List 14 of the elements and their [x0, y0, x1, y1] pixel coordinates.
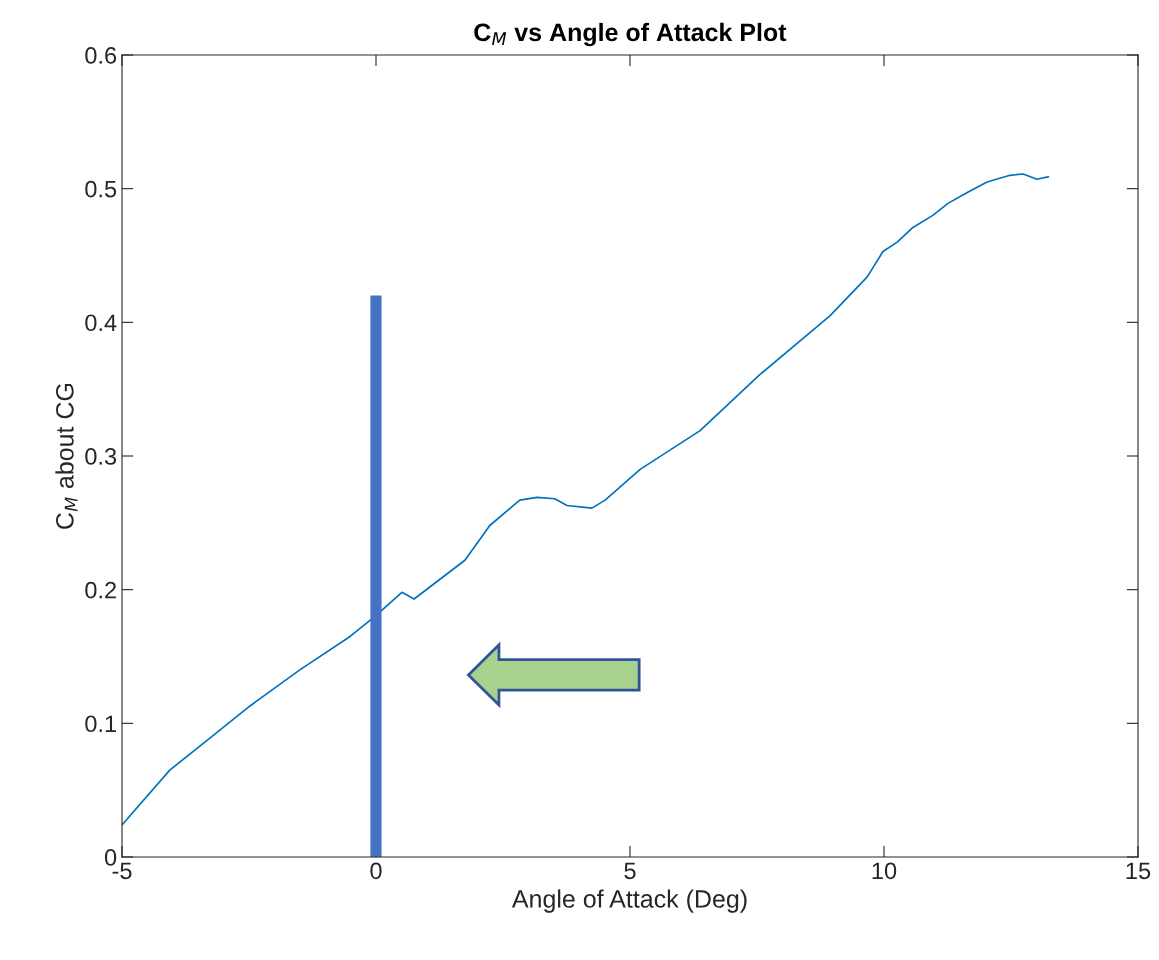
y-tick-label: 0.6	[85, 47, 117, 64]
x-tick-label: 15	[1126, 862, 1151, 880]
x-tick-label: 0	[370, 862, 382, 880]
y-axis-title: C$_{M}$ about CG	[55, 383, 78, 529]
x-tick-label: 10	[872, 862, 897, 880]
x-axis-title: Angle of Attack (Deg)	[511, 889, 747, 913]
y-tick-label: 0.2	[85, 581, 116, 599]
line-series	[122, 173, 1050, 826]
y-tick-label: 0.3	[85, 448, 117, 465]
x-tick-label: 5	[624, 862, 636, 880]
y-tick-label: 0.5	[85, 180, 117, 198]
chart-title: C$_{M}$ vs Angle of Attack Plot	[474, 22, 787, 47]
y-tick-label: 0.1	[85, 715, 116, 733]
y-tick-label: 0.4	[85, 314, 117, 332]
